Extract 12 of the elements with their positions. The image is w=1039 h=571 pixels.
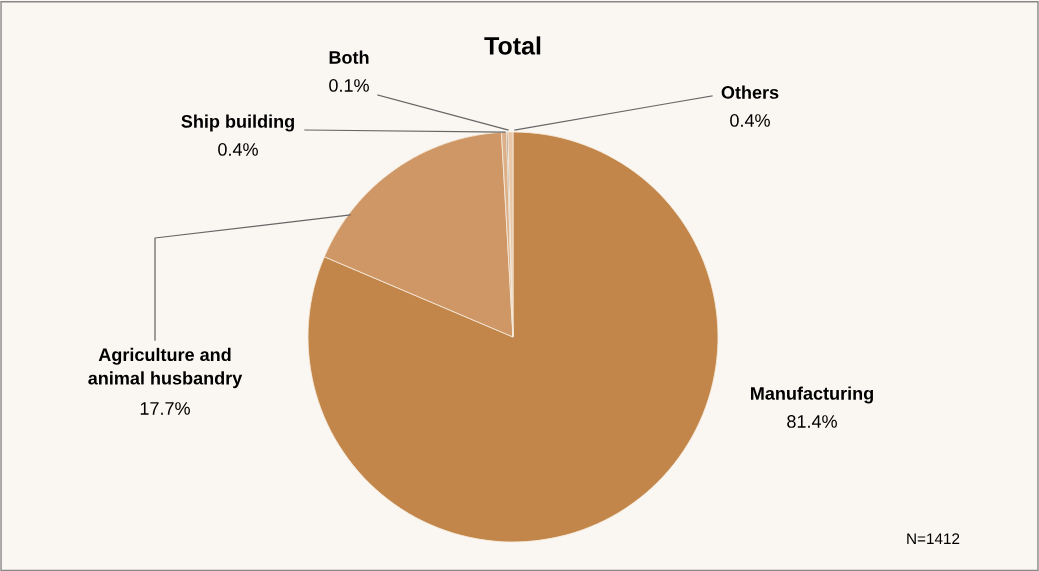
chart-title: Total bbox=[484, 36, 541, 55]
slice-label: Both bbox=[329, 50, 369, 64]
text: N=1412 bbox=[907, 533, 960, 544]
slice-label: Agriculture and animal husbandry bbox=[88, 347, 243, 389]
slice-label: Ship building bbox=[181, 114, 294, 132]
slice-label: Others bbox=[721, 85, 779, 99]
slice-label: Manufacturing bbox=[751, 386, 873, 404]
data-label: 0.4% bbox=[730, 114, 770, 127]
data-label: 0.1% bbox=[329, 79, 369, 92]
data-label: 81.4% bbox=[787, 415, 837, 428]
data-label: 0.4% bbox=[218, 143, 258, 156]
data-label: 17.7% bbox=[140, 402, 190, 415]
